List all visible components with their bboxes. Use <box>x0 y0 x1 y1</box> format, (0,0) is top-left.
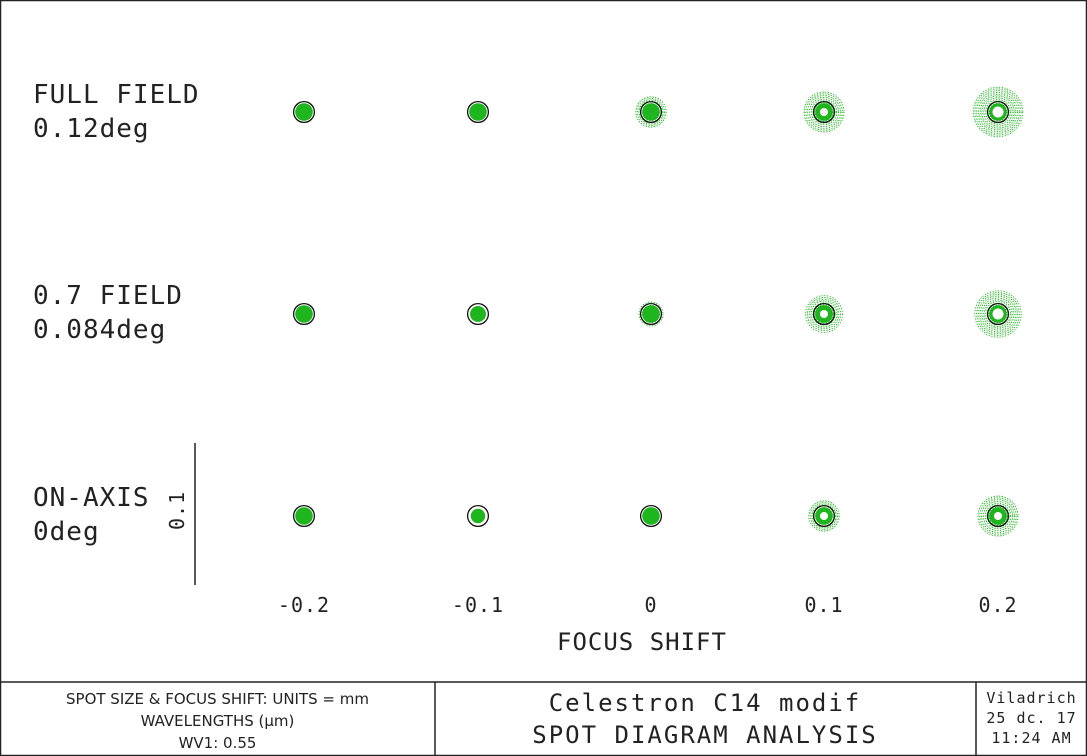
row-1-line2: 0.084deg <box>33 315 167 345</box>
footer-subtitle: SPOT DIAGRAM ANALYSIS <box>532 721 878 749</box>
row-0-line1: FULL FIELD <box>33 80 200 110</box>
spot-r1-c3 <box>805 295 843 333</box>
x-tick-2: 0 <box>644 593 658 617</box>
footer-meta-box: Viladrich 25 dc. 17 11:24 AM <box>976 683 1087 756</box>
spot-r2-c4 <box>977 495 1019 537</box>
spot-r1-c4 <box>974 290 1022 338</box>
footer-title-box: Celestron C14 modif SPOT DIAGRAM ANALYSI… <box>435 683 975 756</box>
row-1-line1: 0.7 FIELD <box>33 281 183 311</box>
footer-title: Celestron C14 modif <box>548 689 862 717</box>
spot-r0-c2 <box>635 96 667 128</box>
x-axis-title: FOCUS SHIFT <box>557 628 727 656</box>
spot-r0-c4 <box>972 86 1024 138</box>
x-tick-4: 0.2 <box>978 593 1018 617</box>
spot-r1-c1 <box>466 302 490 326</box>
row-0-line2: 0.12deg <box>33 114 150 144</box>
spot-grid <box>292 86 1024 537</box>
footer-units-box: SPOT SIZE & FOCUS SHIFT: UNITS = mm WAVE… <box>0 683 435 756</box>
footer-time: 11:24 AM <box>991 729 1072 747</box>
x-tick-3: 0.1 <box>804 593 844 617</box>
spot-r2-c1 <box>466 504 490 528</box>
spot-r1-c0 <box>292 302 316 326</box>
spot-r2-c0 <box>292 504 316 528</box>
footer-wv1: WV1: 0.55 <box>178 734 257 752</box>
footer-units: SPOT SIZE & FOCUS SHIFT: UNITS = mm <box>66 690 369 708</box>
footer-date: 25 dc. 17 <box>986 709 1077 727</box>
spot-r0-c1 <box>466 100 490 124</box>
spot-r0-c0 <box>292 100 316 124</box>
row-label-07-field: 0.7 FIELD 0.084deg <box>33 279 183 347</box>
spot-r2-c2 <box>639 504 663 528</box>
row-label-full-field: FULL FIELD 0.12deg <box>33 78 200 146</box>
spot-r0-c3 <box>803 91 845 133</box>
spot-r1-c2 <box>638 301 664 327</box>
scale-bar-label: 0.1 <box>165 490 189 530</box>
row-2-line2: 0deg <box>33 517 100 547</box>
footer-author: Viladrich <box>986 689 1077 707</box>
x-tick-0: -0.2 <box>277 593 331 617</box>
row-2-line1: ON-AXIS <box>33 483 150 513</box>
spot-r2-c3 <box>808 500 840 532</box>
x-tick-1: -0.1 <box>451 593 505 617</box>
footer-wavelengths: WAVELENGTHS (μm) <box>140 712 295 730</box>
row-label-on-axis: ON-AXIS 0deg <box>33 481 150 549</box>
